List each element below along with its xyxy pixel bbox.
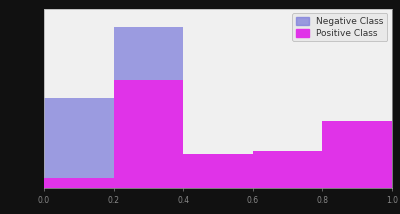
Bar (253, 151, 322, 188)
Bar (114, 27, 183, 188)
Bar (183, 154, 253, 188)
Bar (322, 121, 392, 188)
Bar (114, 80, 183, 188)
Legend: Negative Class, Positive Class: Negative Class, Positive Class (292, 13, 388, 41)
Bar (44, 178, 114, 188)
Bar (44, 98, 114, 188)
